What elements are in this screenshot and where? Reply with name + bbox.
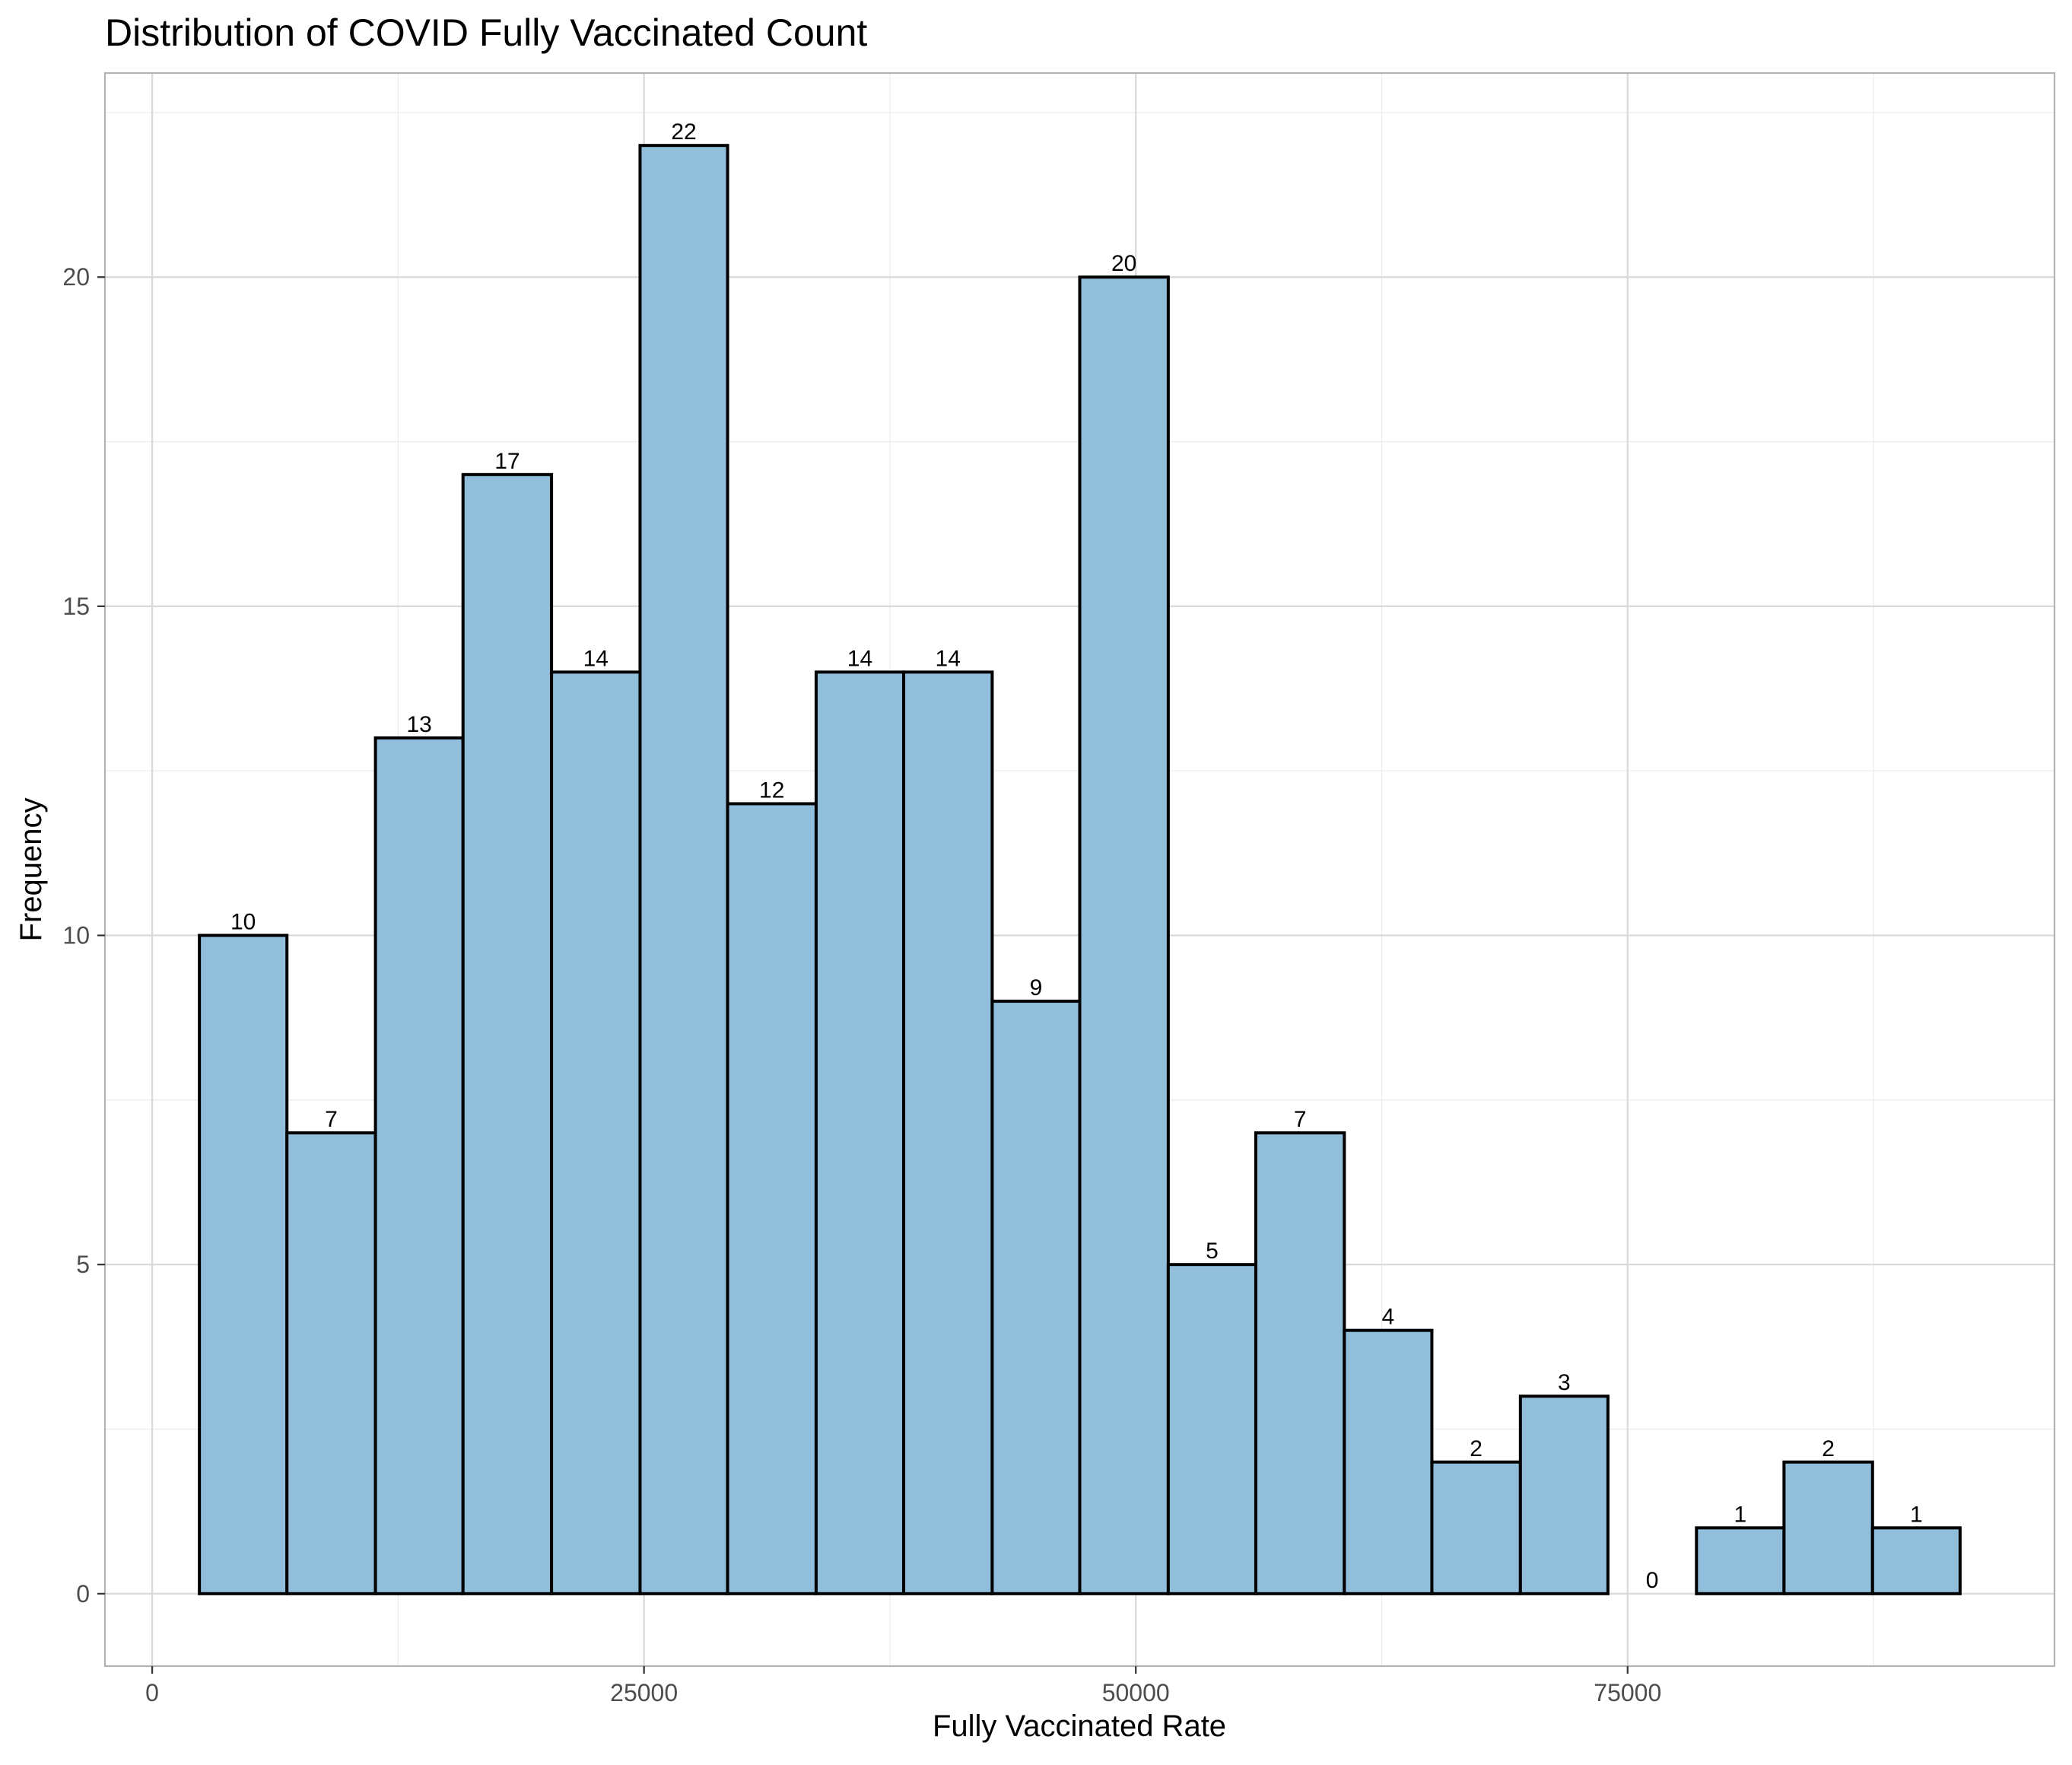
histogram-bar (726, 802, 818, 1595)
histogram-bar (550, 670, 642, 1595)
y-tick-label: 15 (62, 593, 90, 620)
x-tick-label: 0 (145, 1679, 159, 1706)
x-tick-label: 75000 (1594, 1679, 1661, 1706)
histogram-bar (285, 1131, 377, 1595)
y-axis-title: Frequency (14, 798, 48, 942)
bar-value-label: 10 (230, 910, 256, 935)
chart-title: Distribution of COVID Fully Vaccinated C… (105, 11, 867, 54)
x-tick-label: 25000 (610, 1679, 678, 1706)
bar-value-label: 14 (583, 646, 609, 671)
bar-value-label: 5 (1206, 1239, 1219, 1264)
histogram-bar (902, 670, 994, 1595)
y-tick-label: 5 (76, 1251, 90, 1278)
bar-value-label: 14 (936, 646, 961, 671)
bar-value-label: 9 (1030, 975, 1043, 1000)
bar-value-label: 22 (671, 119, 696, 145)
y-tick-label: 10 (62, 922, 90, 949)
histogram-bar (1430, 1460, 1522, 1595)
histogram-bar (638, 144, 729, 1595)
x-tick-label: 50000 (1102, 1679, 1170, 1706)
histogram-bar (461, 472, 554, 1595)
bar-value-label: 14 (847, 646, 872, 671)
bar-value-label: 1 (1734, 1502, 1746, 1527)
y-tick-label: 0 (76, 1580, 90, 1608)
histogram-bar (814, 670, 906, 1595)
histogram-bar (1166, 1263, 1257, 1595)
histogram-bar (1518, 1395, 1610, 1595)
bar-value-label: 2 (1470, 1436, 1482, 1461)
histogram-bar (1870, 1526, 1962, 1595)
bars (198, 144, 1962, 1595)
histogram-bar (1343, 1328, 1434, 1595)
bar-value-label: 12 (759, 778, 784, 803)
bar-value-label: 13 (406, 712, 431, 737)
histogram-bar (1695, 1526, 1786, 1595)
bar-value-label: 7 (1294, 1107, 1307, 1132)
bar-value-label: 20 (1111, 251, 1136, 276)
histogram-bar (1078, 275, 1170, 1595)
histogram-bar (198, 933, 289, 1595)
panel-border (103, 72, 2056, 1668)
bar-value-label: 4 (1382, 1305, 1395, 1330)
histogram-bar (1254, 1131, 1346, 1595)
x-axis-title: Fully Vaccinated Rate (933, 1709, 1226, 1743)
histogram-bar (990, 1000, 1082, 1595)
histogram-bar (1782, 1460, 1874, 1595)
bar-value-label: 17 (494, 449, 520, 474)
bar-value-label: 2 (1822, 1436, 1835, 1461)
bar-value-label: 3 (1558, 1370, 1571, 1395)
bar-value-label: 0 (1646, 1568, 1659, 1593)
y-tick-label: 20 (62, 263, 90, 291)
bar-value-label: 1 (1910, 1502, 1923, 1527)
bar-value-label: 7 (325, 1107, 338, 1132)
histogram-bar (373, 736, 465, 1595)
